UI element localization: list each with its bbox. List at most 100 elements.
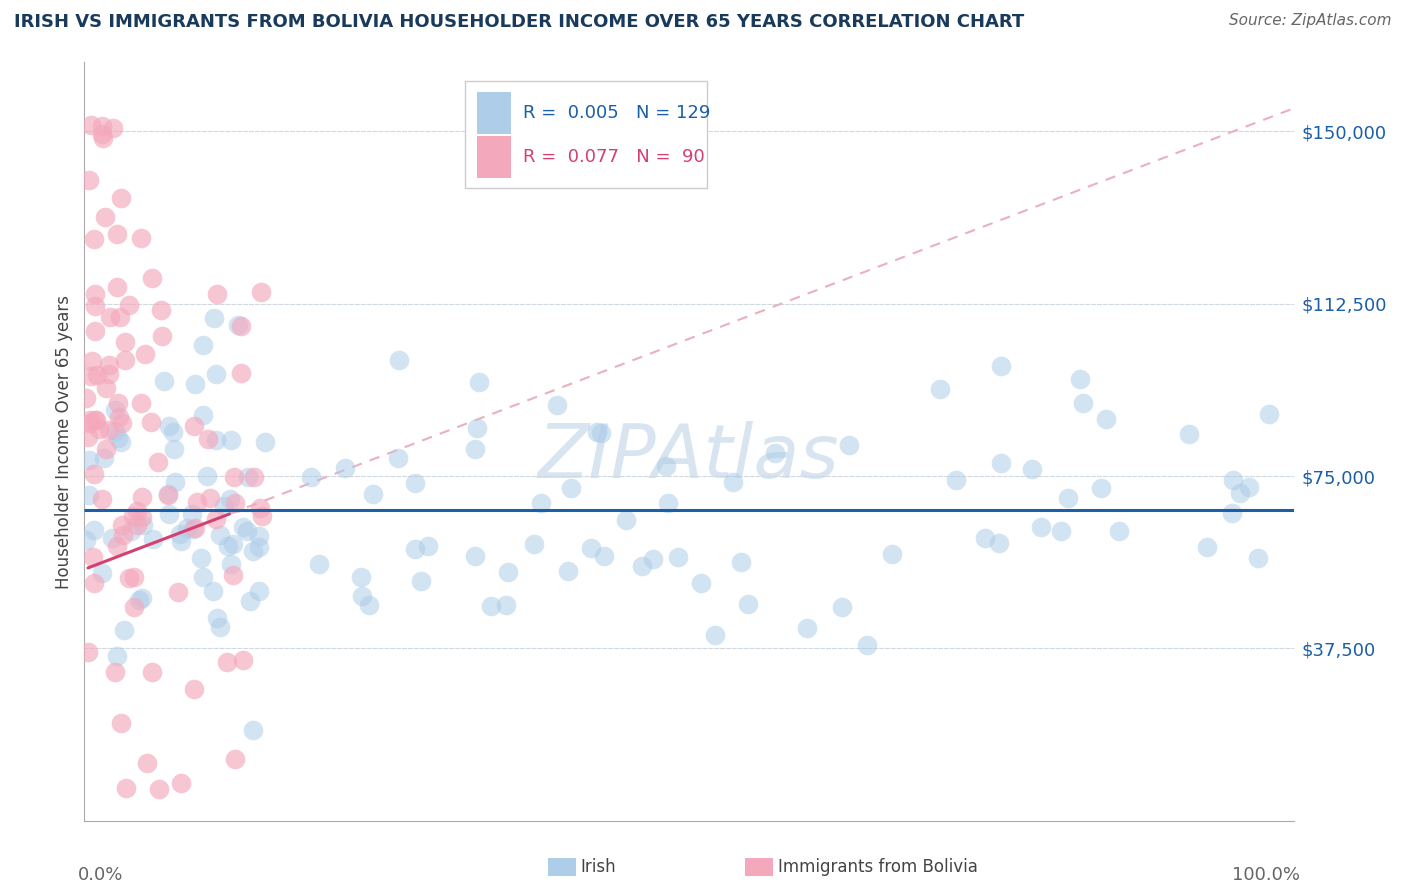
Point xyxy=(107,396,129,410)
Point xyxy=(120,524,142,538)
Point xyxy=(1094,412,1116,426)
Point xyxy=(666,550,689,565)
Point xyxy=(222,568,245,582)
Point xyxy=(80,118,103,132)
Point xyxy=(181,522,204,536)
Point xyxy=(247,529,270,543)
Point xyxy=(107,431,129,445)
Point xyxy=(98,310,121,324)
Point xyxy=(169,775,191,789)
Point xyxy=(690,576,713,591)
Point xyxy=(464,442,486,457)
Point xyxy=(150,328,173,343)
Point xyxy=(1237,479,1260,493)
Point xyxy=(737,597,759,611)
Point xyxy=(299,470,322,484)
Point xyxy=(114,334,136,349)
Point xyxy=(181,507,204,521)
Point xyxy=(856,638,879,652)
Point xyxy=(204,311,226,326)
Point xyxy=(247,584,270,599)
Point xyxy=(75,392,97,406)
Point xyxy=(91,491,114,506)
Bar xyxy=(478,136,512,178)
Point xyxy=(202,584,225,599)
Point xyxy=(481,599,503,614)
Point xyxy=(183,521,205,535)
Point xyxy=(86,368,108,382)
Text: R =  0.077   N =  90: R = 0.077 N = 90 xyxy=(523,148,704,166)
Point xyxy=(131,490,153,504)
Point xyxy=(418,539,440,553)
Point xyxy=(359,598,381,612)
Point xyxy=(308,557,330,571)
Point xyxy=(141,271,163,285)
Point xyxy=(80,369,103,384)
Point xyxy=(945,474,967,488)
Point xyxy=(1069,372,1091,386)
Point xyxy=(657,496,679,510)
Point xyxy=(882,547,904,561)
Point xyxy=(132,518,155,533)
Point xyxy=(217,539,239,553)
Point xyxy=(703,627,725,641)
Point xyxy=(226,318,249,333)
Point xyxy=(76,645,98,659)
Point xyxy=(142,532,165,546)
Point xyxy=(183,419,205,434)
Point xyxy=(232,652,254,666)
Text: R =  0.005   N = 129: R = 0.005 N = 129 xyxy=(523,104,710,122)
Point xyxy=(110,190,132,204)
Point xyxy=(197,432,219,446)
Point xyxy=(1258,407,1281,421)
Point xyxy=(350,570,373,584)
Point xyxy=(988,535,1011,549)
Point xyxy=(655,459,678,474)
Point xyxy=(105,280,128,294)
Point xyxy=(465,421,488,435)
Point xyxy=(121,509,143,524)
Point xyxy=(205,611,228,625)
Point xyxy=(79,413,101,427)
Point xyxy=(231,366,253,380)
Text: Irish: Irish xyxy=(581,858,616,876)
Point xyxy=(204,433,226,447)
Point xyxy=(242,544,264,558)
Point xyxy=(990,456,1012,470)
Point xyxy=(630,558,652,573)
Point xyxy=(253,434,276,449)
Point xyxy=(495,598,517,612)
Point xyxy=(111,517,134,532)
Point xyxy=(217,655,239,669)
Point xyxy=(222,537,245,551)
FancyBboxPatch shape xyxy=(465,81,707,187)
Point xyxy=(193,337,215,351)
Point xyxy=(523,537,546,551)
Point xyxy=(107,409,129,424)
Point xyxy=(79,416,101,430)
Point xyxy=(1050,524,1073,538)
Point xyxy=(224,495,246,509)
Point xyxy=(557,564,579,578)
Point xyxy=(129,230,152,244)
Point xyxy=(169,526,191,541)
Point xyxy=(252,508,274,523)
Point xyxy=(616,513,638,527)
Point xyxy=(191,569,214,583)
Point xyxy=(249,501,271,516)
Point xyxy=(75,533,97,548)
Point xyxy=(546,398,568,412)
Point xyxy=(83,232,105,246)
Point xyxy=(229,318,252,333)
Point xyxy=(125,518,148,533)
Point xyxy=(77,453,100,467)
Point xyxy=(176,521,198,535)
Point xyxy=(218,491,240,506)
Point xyxy=(149,303,172,318)
Point xyxy=(114,353,136,368)
Point xyxy=(530,496,553,510)
Point xyxy=(84,286,107,301)
Point xyxy=(157,488,180,502)
Point xyxy=(112,528,135,542)
Point xyxy=(165,475,187,490)
